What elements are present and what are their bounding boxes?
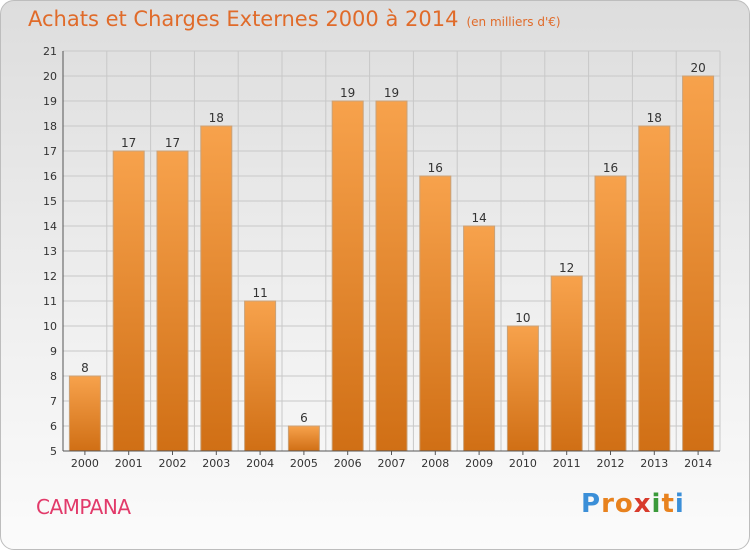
x-tick-label: 2013 [640,457,668,470]
y-tick-label: 10 [43,320,57,333]
x-tick-label: 2004 [246,457,274,470]
logo-letter: i [651,489,662,519]
y-tick-label: 18 [43,120,57,133]
x-tick-label: 2010 [509,457,537,470]
x-tick-label: 2012 [597,457,625,470]
y-tick-label: 11 [43,295,57,308]
bar [287,425,320,452]
logo-letter: t [661,489,675,519]
bar [463,225,496,452]
logo-letter: r [601,489,615,519]
bar [419,175,452,452]
y-tick-label: 8 [50,370,57,383]
bar [682,75,715,452]
data-label: 20 [690,61,705,75]
data-label: 10 [515,311,530,325]
data-label: 14 [471,211,486,225]
chart-title-text: Achats et Charges Externes 2000 à 2014 [28,7,459,31]
data-label: 19 [340,86,355,100]
y-tick-label: 17 [43,145,57,158]
data-label: 19 [384,86,399,100]
x-tick-label: 2005 [290,457,318,470]
bar [200,125,233,452]
chart-subtitle: (en milliers d'€) [466,15,561,29]
bar [506,325,539,452]
y-tick-label: 12 [43,270,57,283]
bar [331,100,364,452]
chart-title: Achats et Charges Externes 2000 à 2014 (e… [28,7,561,31]
x-tick-label: 2011 [553,457,581,470]
logo-letter: P [581,489,602,519]
data-label: 18 [647,111,662,125]
x-tick-label: 2006 [334,457,362,470]
logo-letter: x [633,489,652,519]
bar [244,300,277,452]
proxiti-logo: Proxiti [581,489,685,519]
y-tick-label: 19 [43,95,57,108]
x-tick-label: 2007 [378,457,406,470]
data-label: 16 [428,161,443,175]
city-name: CAMPANA [36,495,131,519]
y-tick-label: 21 [43,45,57,58]
y-tick-label: 16 [43,170,57,183]
data-label: 8 [81,361,89,375]
bar [594,175,627,452]
data-label: 18 [209,111,224,125]
y-tick-label: 13 [43,245,57,258]
bar [112,150,145,452]
bar [375,100,408,452]
y-tick-label: 7 [50,395,57,408]
x-tick-label: 2001 [115,457,143,470]
x-tick-label: 2009 [465,457,493,470]
bar [638,125,671,452]
x-tick-label: 2000 [71,457,99,470]
bar [156,150,189,452]
x-tick-label: 2014 [684,457,712,470]
bar [550,275,583,452]
y-tick-label: 15 [43,195,57,208]
x-tick-label: 2003 [202,457,230,470]
y-tick-label: 14 [43,220,57,233]
data-label: 12 [559,261,574,275]
logo-letter: o [614,489,634,519]
data-label: 17 [165,136,180,150]
x-tick-label: 2002 [159,457,187,470]
y-tick-label: 20 [43,70,57,83]
y-tick-label: 6 [50,420,57,433]
data-label: 17 [121,136,136,150]
logo-letter: i [674,489,685,519]
y-tick-label: 9 [50,345,57,358]
y-tick-label: 5 [50,445,57,458]
data-label: 6 [300,411,308,425]
x-tick-label: 2008 [421,457,449,470]
bar [68,375,101,452]
data-label: 16 [603,161,618,175]
data-label: 11 [252,286,267,300]
